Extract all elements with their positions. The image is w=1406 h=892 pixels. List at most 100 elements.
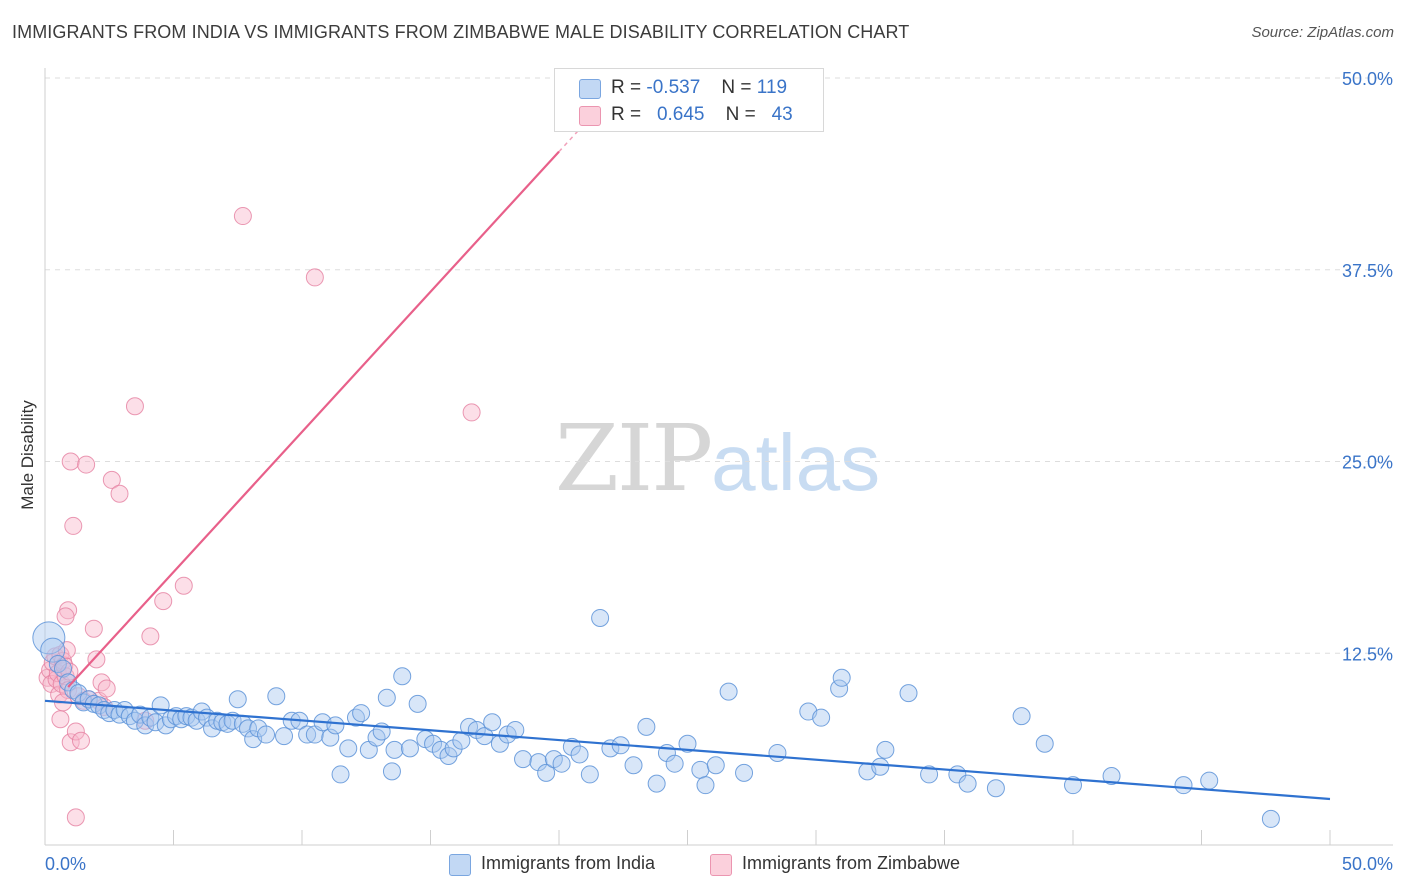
zimbabwe-point-44 (462, 403, 481, 422)
india-point-51 (326, 716, 345, 735)
n-label-india: N = (721, 77, 752, 98)
india-point-6 (69, 684, 88, 703)
zimbabwe-point-34 (102, 470, 121, 489)
india-point-111 (1012, 707, 1031, 726)
india-point-79 (537, 763, 556, 782)
india-point-109 (958, 774, 977, 793)
india-point-100 (812, 708, 831, 727)
india-point-107 (920, 765, 939, 784)
india-points (32, 608, 1280, 828)
legend-text-india: R = -0.537 N = 119 (611, 77, 787, 99)
india-point-47 (298, 725, 317, 744)
india-point-106 (899, 684, 918, 703)
zimbabwe-point-45 (56, 607, 75, 626)
india-point-105 (876, 740, 895, 759)
y-tick-label-0: 12.5% (1342, 644, 1393, 664)
india-point-90 (678, 734, 697, 753)
india-swatch (579, 79, 601, 99)
india-point-42 (257, 725, 276, 744)
zimbabwe-point-16 (51, 710, 70, 729)
india-point-84 (580, 765, 599, 784)
zimbabwe-trendline (67, 150, 560, 688)
india-point-94 (691, 760, 710, 779)
india-point-101 (830, 679, 849, 698)
india-point-44 (275, 727, 294, 746)
x-tick-label-1: 50.0% (1342, 854, 1393, 874)
r-value-zimbabwe: 0.645 (656, 104, 705, 125)
india-point-110 (986, 779, 1005, 798)
india-point-53 (339, 739, 358, 758)
watermark-zip: ZIP (555, 405, 713, 512)
india-point-28 (182, 708, 201, 727)
zimbabwe-point-24 (71, 731, 90, 750)
india-point-21 (146, 713, 165, 732)
india-trendline (44, 699, 1331, 801)
zimbabwe-point-37 (141, 627, 160, 646)
india-point-118 (382, 762, 401, 781)
india-point-55 (352, 704, 371, 723)
india-point-85 (591, 608, 610, 627)
r-label-india: R = (611, 77, 642, 98)
india-point-39 (239, 719, 258, 738)
india-point-116 (1200, 771, 1219, 790)
india-point-63 (408, 694, 427, 713)
zimbabwe-point-20 (64, 516, 83, 535)
n-value-india: 119 (756, 77, 788, 98)
india-point-114 (1102, 766, 1121, 785)
watermark-atlas: atlas (711, 418, 881, 507)
india-point-89 (637, 717, 656, 736)
y-tick-label-3: 50.0% (1342, 69, 1393, 89)
y-tick-label-2: 37.5% (1342, 261, 1393, 281)
india-point-0 (32, 621, 66, 655)
tick-labels: 12.5% 25.0% 37.5% 50.0% 0.0% 50.0% (45, 69, 1393, 874)
india-point-97 (735, 763, 754, 782)
zimbabwe-point-42 (66, 808, 85, 827)
india-point-82 (562, 737, 581, 756)
india-point-1 (40, 637, 66, 663)
zimbabwe-point-39 (174, 576, 193, 595)
india-point-37 (228, 690, 247, 709)
zimbabwe-point-28 (84, 619, 103, 638)
india-point-83 (570, 745, 589, 764)
zimbabwe-point-29 (87, 650, 106, 669)
india-point-77 (514, 750, 533, 769)
n-label-zimbabwe: N = (725, 104, 756, 125)
india-point-95 (706, 756, 725, 775)
axes (44, 68, 1393, 846)
india-point-119 (696, 776, 715, 795)
india-point-112 (1035, 734, 1054, 753)
india-point-62 (400, 739, 419, 758)
zimbabwe-swatch (579, 106, 601, 126)
zimbabwe-point-38 (154, 592, 173, 611)
india-point-98 (768, 743, 787, 762)
india-point-92 (647, 774, 666, 793)
india-point-73 (483, 713, 502, 732)
india-point-113 (1064, 776, 1082, 795)
zimbabwe-point-35 (110, 484, 129, 503)
india-point-68 (444, 739, 463, 758)
india-point-88 (624, 756, 643, 775)
zimbabwe-point-26 (77, 455, 96, 474)
india-point-96 (719, 682, 738, 701)
n-value-zimbabwe: 43 (771, 104, 793, 125)
india-point-102 (832, 668, 851, 687)
india-point-81 (552, 754, 571, 773)
india-point-59 (377, 688, 396, 707)
chart-title: IMMIGRANTS FROM INDIA VS IMMIGRANTS FROM… (12, 22, 910, 42)
india-point-115 (1174, 776, 1193, 795)
zimbabwe-point-36 (125, 397, 144, 416)
india-point-61 (393, 667, 412, 686)
india-legend-swatch (449, 854, 471, 876)
zimbabwe-point-41 (305, 268, 324, 287)
india-point-60 (385, 740, 404, 759)
india-point-76 (506, 720, 525, 739)
series-legend: Immigrants from India Immigrants from Zi… (0, 853, 1406, 877)
correlation-legend: R = -0.537 N = 119 R = 0.645 N = 43 (554, 68, 824, 132)
y-tick-label-1: 25.0% (1342, 453, 1393, 473)
zimbabwe-point-19 (61, 452, 80, 471)
india-point-52 (331, 765, 350, 784)
zimbabwe-point-33 (97, 679, 116, 698)
r-label-zimbabwe: R = (611, 104, 642, 125)
r-value-india: -0.537 (646, 77, 701, 98)
